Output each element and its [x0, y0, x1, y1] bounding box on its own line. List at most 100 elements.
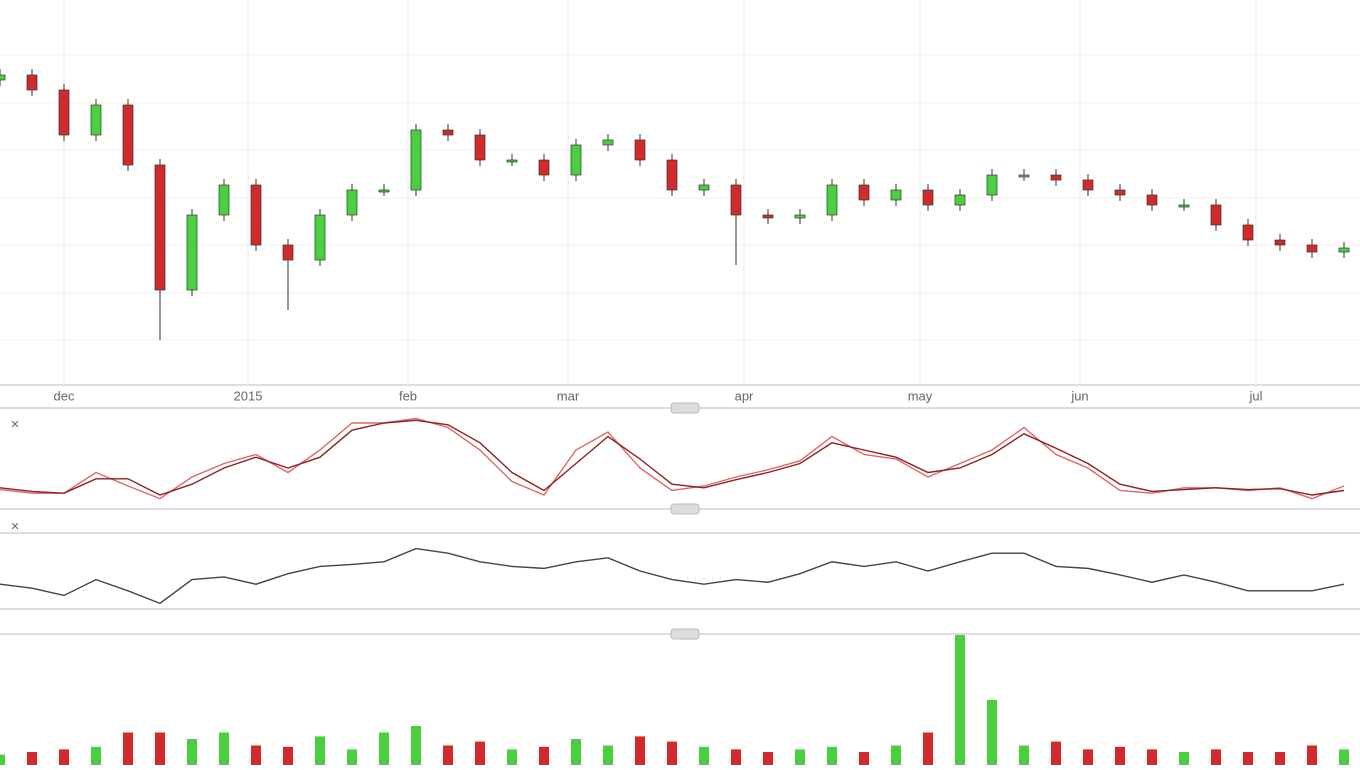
candle-body: [186, 214, 198, 291]
volume-bar: [187, 739, 197, 765]
volume-bar: [763, 752, 773, 765]
candle-body: [1178, 204, 1190, 208]
volume-bar: [475, 741, 485, 765]
volume-bar: [539, 746, 549, 765]
volume-bar: [91, 746, 101, 765]
volume-bar: [795, 749, 805, 765]
volume-bar: [1307, 745, 1317, 765]
volume-bar: [1211, 749, 1221, 765]
candle-body: [858, 184, 870, 201]
candle-body: [1338, 247, 1350, 253]
volume-bar: [1115, 746, 1125, 765]
x-tick-label: jun: [1070, 388, 1088, 403]
volume-bar: [379, 732, 389, 765]
line-series: [0, 417, 1345, 500]
volume-bar: [699, 746, 709, 765]
volume-bar: [731, 749, 741, 765]
volume-bar: [507, 749, 517, 765]
candle-body: [538, 159, 550, 176]
candle-body: [634, 139, 646, 161]
close-button[interactable]: ×: [11, 416, 20, 433]
resize-handles: [670, 402, 700, 640]
candle-body: [154, 164, 166, 291]
candle-body: [922, 189, 934, 206]
volume-bar: [347, 749, 357, 765]
candle-body: [378, 189, 390, 193]
volume-bar: [987, 700, 997, 765]
candle-body: [218, 184, 230, 216]
line-series: [0, 419, 1345, 496]
volume-bar: [1083, 749, 1093, 765]
volume-bar: [1339, 749, 1349, 765]
candle-body: [1210, 204, 1222, 226]
volume-bar: [283, 746, 293, 765]
candle-body: [762, 214, 774, 219]
candle-body: [442, 129, 454, 136]
candle-body: [890, 189, 902, 201]
volume-bar: [1019, 745, 1029, 765]
candle-body: [26, 74, 38, 91]
candle-body: [1306, 244, 1318, 253]
volume-bar: [859, 752, 869, 765]
candle-body: [1274, 239, 1286, 246]
volume-bar: [59, 749, 69, 765]
candle-body: [410, 129, 422, 191]
volume-bar: [1147, 749, 1157, 765]
volume-bar: [1275, 752, 1285, 765]
x-tick-label: apr: [735, 388, 754, 403]
candle-body: [570, 144, 582, 176]
volume-bar: [891, 745, 901, 765]
volume-bar: [1243, 752, 1253, 765]
candle-body: [346, 189, 358, 216]
volume-bar: [251, 745, 261, 765]
candle-body: [0, 74, 6, 81]
candle-body: [282, 244, 294, 261]
candle-body: [250, 184, 262, 246]
candle-body: [826, 184, 838, 216]
x-tick-label: mar: [557, 388, 580, 403]
candle-body: [602, 139, 614, 146]
x-tick-label: dec: [54, 388, 75, 403]
volume-bar: [27, 752, 37, 765]
volume-bar: [1179, 752, 1189, 765]
volume-bar: [635, 736, 645, 765]
line-series: [0, 547, 1345, 605]
resize-handle[interactable]: [670, 402, 700, 414]
volume-bar: [411, 726, 421, 765]
volume-bar: [219, 732, 229, 765]
candle-body: [506, 159, 518, 163]
volume-bar: [155, 732, 165, 765]
volume-bar: [443, 745, 453, 765]
volume-bar: [923, 732, 933, 765]
candle-body: [1050, 174, 1062, 181]
candle-body: [1114, 189, 1126, 196]
x-tick-label: feb: [399, 388, 417, 403]
volume-bar: [603, 745, 613, 765]
candle-body: [794, 214, 806, 219]
candle-body: [698, 184, 710, 191]
close-button[interactable]: ×: [11, 518, 20, 535]
volume-bar: [1051, 741, 1061, 765]
resize-handle[interactable]: [670, 503, 700, 515]
candle-body: [730, 184, 742, 216]
candle-body: [474, 134, 486, 161]
candle-body: [1242, 224, 1254, 241]
candle-body: [122, 104, 134, 166]
resize-handle[interactable]: [670, 628, 700, 640]
candle-body: [1018, 174, 1030, 178]
volume-bar: [0, 754, 5, 765]
candle-body: [58, 89, 70, 136]
candle-body: [314, 214, 326, 261]
candle-body: [1146, 194, 1158, 206]
candle-body: [666, 159, 678, 191]
x-tick-label: 2015: [234, 388, 263, 403]
candle-body: [1082, 179, 1094, 191]
volume-bar: [955, 635, 965, 765]
x-tick-label: jul: [1248, 388, 1262, 403]
volume-bar: [827, 746, 837, 765]
volume-bar: [667, 741, 677, 765]
volume-bar: [315, 736, 325, 765]
x-tick-label: may: [908, 388, 933, 403]
